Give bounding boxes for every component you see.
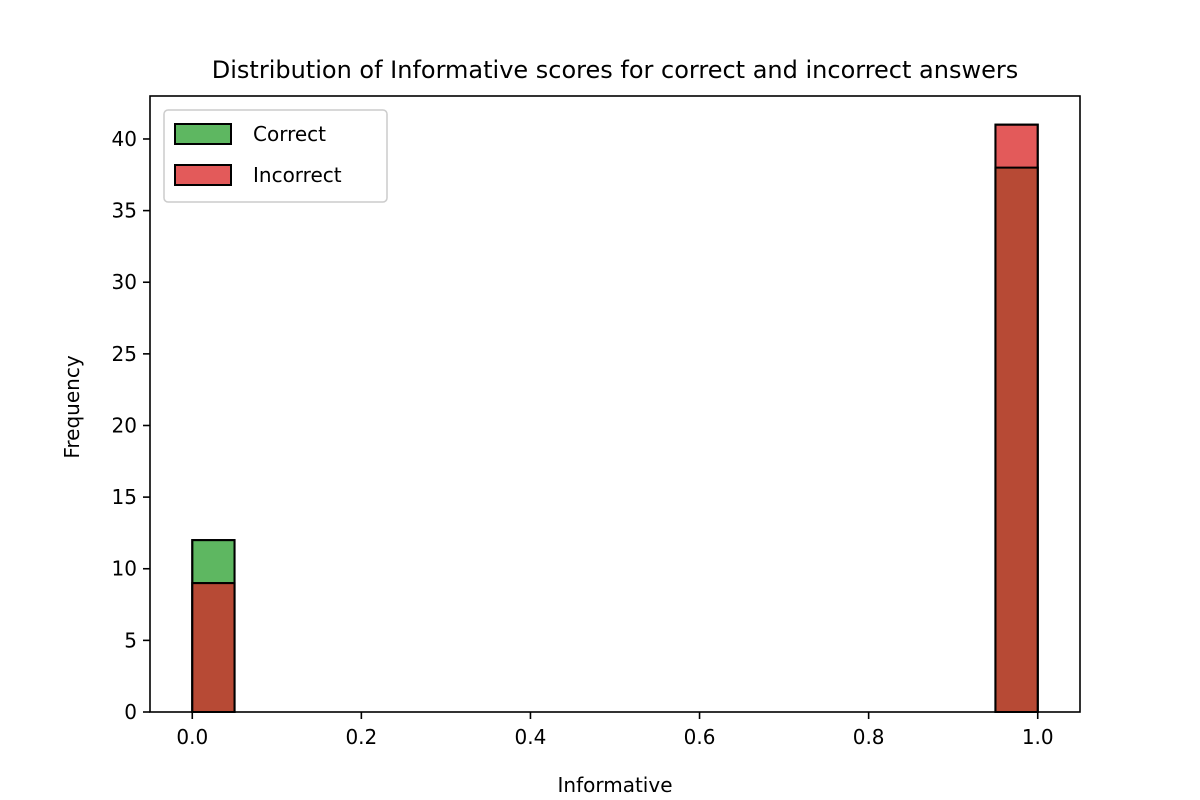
y-tick-label: 10 — [112, 557, 137, 581]
x-axis-title: Informative — [558, 773, 673, 797]
x-tick-label: 0.8 — [853, 725, 885, 749]
y-tick-label: 0 — [124, 700, 137, 724]
y-axis-title: Frequency — [60, 355, 84, 458]
y-tick-label: 35 — [112, 199, 137, 223]
legend: Correct Incorrect — [163, 109, 388, 203]
legend-label-incorrect: Incorrect — [253, 163, 342, 187]
y-tick-label: 40 — [112, 127, 137, 151]
x-tick-label: 0.4 — [515, 725, 547, 749]
bars-layer — [191, 123, 1039, 713]
x-tick-label: 0.0 — [176, 725, 208, 749]
legend-swatch-correct — [174, 123, 232, 145]
plot-frame — [149, 95, 1081, 713]
x-tick-label: 1.0 — [1022, 725, 1054, 749]
y-tick-label: 30 — [112, 270, 137, 294]
legend-swatch-incorrect — [174, 164, 232, 186]
axes-layer: 0.0 0.2 0.4 0.6 0.8 1.0 0 5 10 15 20 25 30 35 40 — [112, 95, 1081, 749]
y-tick-label: 15 — [112, 485, 137, 509]
y-tick-label: 25 — [112, 342, 137, 366]
chart-title: Distribution of Informative scores for c… — [212, 56, 1018, 84]
x-tick-label: 0.6 — [684, 725, 716, 749]
x-tick-label: 0.2 — [345, 725, 377, 749]
y-tick-label: 5 — [124, 628, 137, 652]
bar-overlap-1 — [996, 167, 1037, 711]
bar-overlap-0 — [193, 583, 234, 711]
y-tick-label: 20 — [112, 413, 137, 437]
legend-label-correct: Correct — [253, 122, 326, 146]
